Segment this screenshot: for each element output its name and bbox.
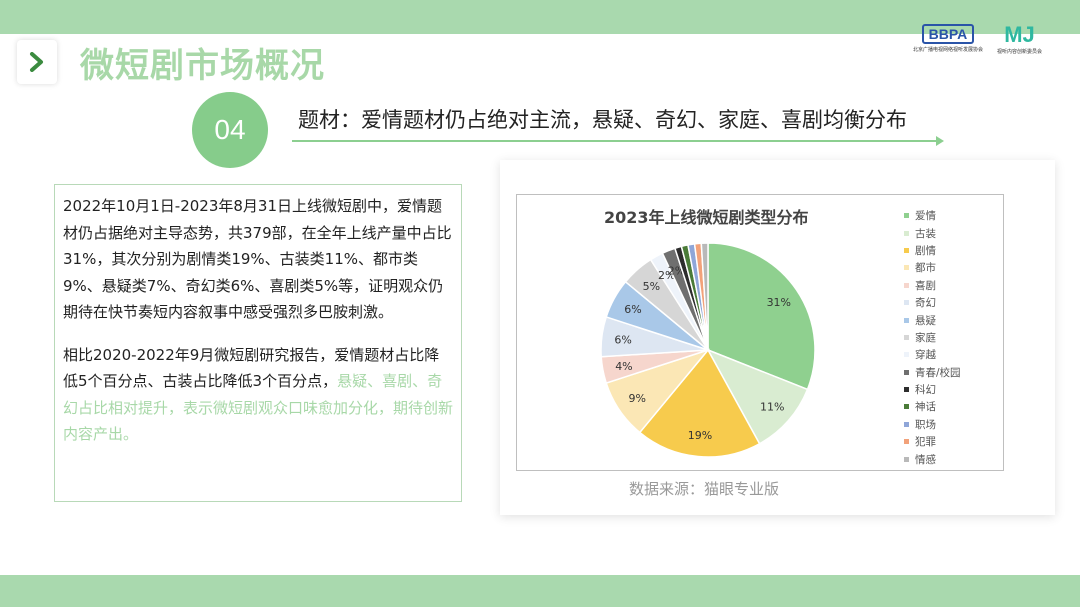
legend-label: 神话 xyxy=(915,401,936,414)
legend-item: 爱情 xyxy=(904,207,961,224)
legend-item: 犯罪 xyxy=(904,433,961,450)
page-title: 微短剧市场概况 xyxy=(80,46,325,86)
legend-item: 穿越 xyxy=(904,346,961,363)
legend-label: 悬疑 xyxy=(915,314,936,327)
legend-swatch xyxy=(904,404,909,410)
legend-swatch xyxy=(904,300,909,306)
summary-text-box: 2022年10月1日-2023年8月31日上线微短剧中，爱情题材仍占据绝对主导态… xyxy=(54,184,462,502)
chevron-right-icon xyxy=(30,52,43,72)
legend-item: 古装 xyxy=(904,224,961,241)
subtitle-underline xyxy=(292,140,942,142)
legend-item: 喜剧 xyxy=(904,277,961,294)
bbpa-logo-caption: 北京广播电视网络视听发展协会 xyxy=(912,47,983,53)
legend-label: 家庭 xyxy=(915,331,936,344)
back-arrow-button[interactable] xyxy=(17,40,57,84)
legend-swatch xyxy=(904,317,909,323)
legend-label: 喜剧 xyxy=(915,279,936,292)
pie-slice-15 xyxy=(700,242,709,351)
summary-paragraph-2-plain: 相比2020-2022年9月微短剧研究报告，爱情题材占比降低5个百分点、古装占比… xyxy=(63,345,440,391)
legend-item: 情感 xyxy=(904,450,961,467)
legend-item: 神话 xyxy=(904,398,961,415)
legend-label: 职场 xyxy=(915,418,936,431)
section-number-badge: 04 xyxy=(192,92,268,168)
legend-swatch xyxy=(904,213,909,219)
legend-item: 剧情 xyxy=(904,242,961,259)
data-source-note: 数据来源：猫眼专业版 xyxy=(629,480,780,498)
legend-label: 奇幻 xyxy=(915,297,936,310)
legend-item: 悬疑 xyxy=(904,311,961,328)
summary-paragraph-2: 相比2020-2022年9月微短剧研究报告，爱情题材占比降低5个百分点、古装占比… xyxy=(63,342,453,448)
bbpa-logo-mark: BBPA xyxy=(921,24,975,44)
legend-label: 穿越 xyxy=(915,349,936,362)
legend-label: 科幻 xyxy=(915,384,936,397)
pie-slice-3 xyxy=(638,348,761,458)
top-bar xyxy=(0,0,1080,34)
legend-label: 情感 xyxy=(915,453,936,466)
chart-legend: 爱情古装剧情都市喜剧奇幻悬疑家庭穿越青春/校园科幻神话职场犯罪情感 xyxy=(904,207,961,468)
legend-item: 科幻 xyxy=(904,381,961,398)
committee-logo: MJ 视听内容创新委员会 xyxy=(996,22,1042,56)
legend-swatch xyxy=(904,352,909,358)
legend-swatch xyxy=(904,247,909,253)
summary-paragraph-2-highlight: 悬疑、喜剧、奇幻占比相对提升，表示微短剧观众口味愈加分化，期待创新内容产出。 xyxy=(63,372,454,443)
section-subtitle: 题材：爱情题材仍占绝对主流，悬疑、奇幻、家庭、喜剧均衡分布 xyxy=(298,108,907,132)
legend-item: 职场 xyxy=(904,416,961,433)
legend-item: 家庭 xyxy=(904,329,961,346)
legend-item: 奇幻 xyxy=(904,294,961,311)
logo-group: BBPA 北京广播电视网络视听发展协会 MJ 视听内容创新委员会 xyxy=(913,22,1042,56)
legend-label: 犯罪 xyxy=(915,436,936,449)
legend-label: 青春/校园 xyxy=(915,366,961,379)
legend-label: 爱情 xyxy=(915,210,936,223)
legend-swatch xyxy=(904,282,909,288)
subtitle-arrow-icon xyxy=(936,136,944,146)
bbpa-logo: BBPA 北京广播电视网络视听发展协会 xyxy=(913,24,983,53)
committee-logo-caption: 视听内容创新委员会 xyxy=(996,49,1042,55)
committee-logo-mark: MJ xyxy=(1004,22,1035,47)
legend-swatch xyxy=(904,230,909,236)
summary-paragraph-1: 2022年10月1日-2023年8月31日上线微短剧中，爱情题材仍占据绝对主导态… xyxy=(63,197,452,321)
legend-label: 古装 xyxy=(915,227,936,240)
legend-swatch xyxy=(904,387,909,393)
legend-swatch xyxy=(904,456,909,462)
legend-item: 都市 xyxy=(904,259,961,276)
legend-swatch xyxy=(904,334,909,340)
legend-swatch xyxy=(904,421,909,427)
pie-slice-1 xyxy=(707,242,816,391)
legend-label: 剧情 xyxy=(915,244,936,257)
bottom-bar xyxy=(0,575,1080,607)
legend-swatch xyxy=(904,439,909,445)
legend-swatch xyxy=(904,369,909,375)
chart-title: 2023年上线微短剧类型分布 xyxy=(604,208,809,227)
legend-swatch xyxy=(904,265,909,271)
legend-item: 青春/校园 xyxy=(904,364,961,381)
legend-label: 都市 xyxy=(915,262,936,275)
pie-slice-2 xyxy=(706,348,809,445)
